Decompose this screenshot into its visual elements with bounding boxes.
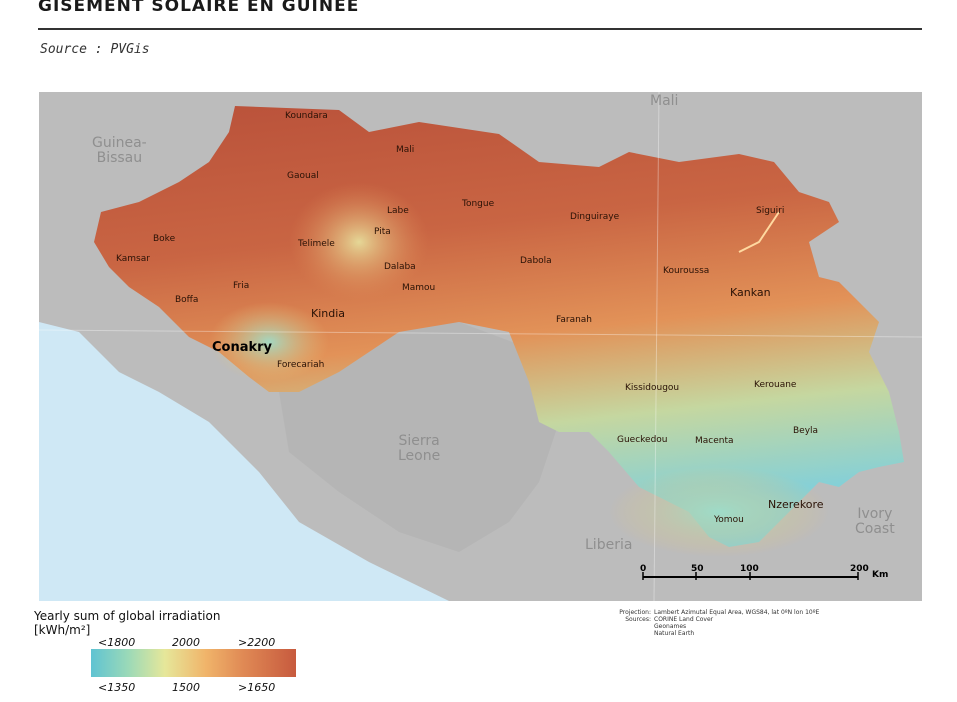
map-title: GISEMENT SOLAIRE EN GUINEE bbox=[38, 0, 360, 16]
city-label: Kouroussa bbox=[663, 266, 710, 276]
sierra-leone-land bbox=[279, 322, 559, 552]
city-label: Gueckedou bbox=[617, 435, 668, 445]
city-label: Yomou bbox=[714, 515, 744, 525]
scale-tick: 50 bbox=[691, 564, 704, 574]
river bbox=[738, 211, 780, 253]
scale-tick: 200 bbox=[850, 564, 869, 574]
city-label: Kerouane bbox=[754, 380, 797, 390]
city-label: Kissidougou bbox=[625, 383, 680, 393]
forest-low-zone bbox=[609, 467, 829, 557]
scale-unit: Km bbox=[872, 570, 889, 580]
source-note: Source : PVGis bbox=[40, 42, 150, 57]
title-rule bbox=[38, 28, 922, 30]
city-label: Macenta bbox=[695, 436, 734, 446]
country-mali: Mali bbox=[650, 93, 679, 109]
legend-top-tick: <1800 bbox=[98, 636, 136, 649]
map-svg bbox=[39, 92, 922, 601]
scale-bar-line bbox=[642, 572, 859, 580]
city-label: Dalaba bbox=[384, 262, 416, 272]
legend-title-line1: Yearly sum of global irradiation bbox=[34, 609, 221, 623]
source-item: CORINE Land Cover bbox=[654, 616, 714, 623]
legend-title: Yearly sum of global irradiation [kWh/m²… bbox=[34, 609, 220, 637]
source-item: Natural Earth bbox=[654, 630, 695, 637]
country-ivory-coast: Ivory Coast bbox=[855, 506, 895, 537]
legend-top-tick: >2200 bbox=[238, 636, 276, 649]
city-label: Fria bbox=[233, 281, 250, 291]
legend-top-tick: 2000 bbox=[172, 636, 200, 649]
parallel bbox=[39, 329, 922, 338]
city-label: Faranah bbox=[556, 315, 593, 325]
city-label: Tongue bbox=[462, 199, 495, 209]
city-label: Telimele bbox=[298, 239, 335, 249]
projection-value: Lambert Azimutal Equal Area, WGS84, lat … bbox=[654, 609, 820, 616]
country-sierra-leone: Sierra Leone bbox=[398, 433, 441, 464]
map-canvas bbox=[39, 92, 922, 601]
meridian bbox=[653, 92, 660, 601]
city-label: Boke bbox=[153, 234, 176, 244]
city-label: Siguiri bbox=[756, 206, 785, 216]
city-label: Mali bbox=[396, 145, 415, 155]
country-guinea-bissau: Guinea- Bissau bbox=[92, 135, 147, 166]
city-label: Kamsar bbox=[116, 254, 150, 264]
city-label: Kindia bbox=[311, 307, 346, 320]
country-liberia: Liberia bbox=[585, 537, 633, 553]
city-label: Boffa bbox=[175, 295, 199, 305]
scale-tick: 100 bbox=[740, 564, 759, 574]
sources-label: Sources: bbox=[625, 616, 651, 623]
city-label: Beyla bbox=[793, 426, 819, 436]
city-label: Labe bbox=[387, 206, 409, 216]
city-label: Kankan bbox=[730, 286, 771, 299]
city-label: Koundara bbox=[285, 111, 328, 121]
capital-label: Conakry bbox=[212, 340, 273, 355]
scale-tick: 0 bbox=[640, 564, 647, 574]
map-notes: Projection: Lambert Azimutal Equal Area, … bbox=[605, 609, 905, 637]
legend-title-line2: [kWh/m²] bbox=[34, 623, 91, 637]
city-label: Mamou bbox=[402, 283, 436, 293]
legend-bottom-tick: 1500 bbox=[172, 681, 200, 694]
projection-label: Projection: bbox=[619, 609, 651, 616]
city-label: Nzerekore bbox=[768, 498, 824, 511]
source-item: Geonames bbox=[654, 623, 687, 630]
legend-color-ramp bbox=[91, 649, 296, 677]
fouta-zone bbox=[289, 182, 429, 302]
city-label: Dabola bbox=[520, 256, 552, 266]
legend-bottom-tick: >1650 bbox=[238, 681, 276, 694]
city-label: Pita bbox=[374, 227, 391, 237]
city-label: Gaoual bbox=[287, 171, 319, 181]
city-label: Dinguiraye bbox=[570, 212, 620, 222]
coastal-low-zone bbox=[209, 302, 329, 382]
legend-bottom-tick: <1350 bbox=[98, 681, 136, 694]
city-label: Forecariah bbox=[277, 360, 325, 370]
